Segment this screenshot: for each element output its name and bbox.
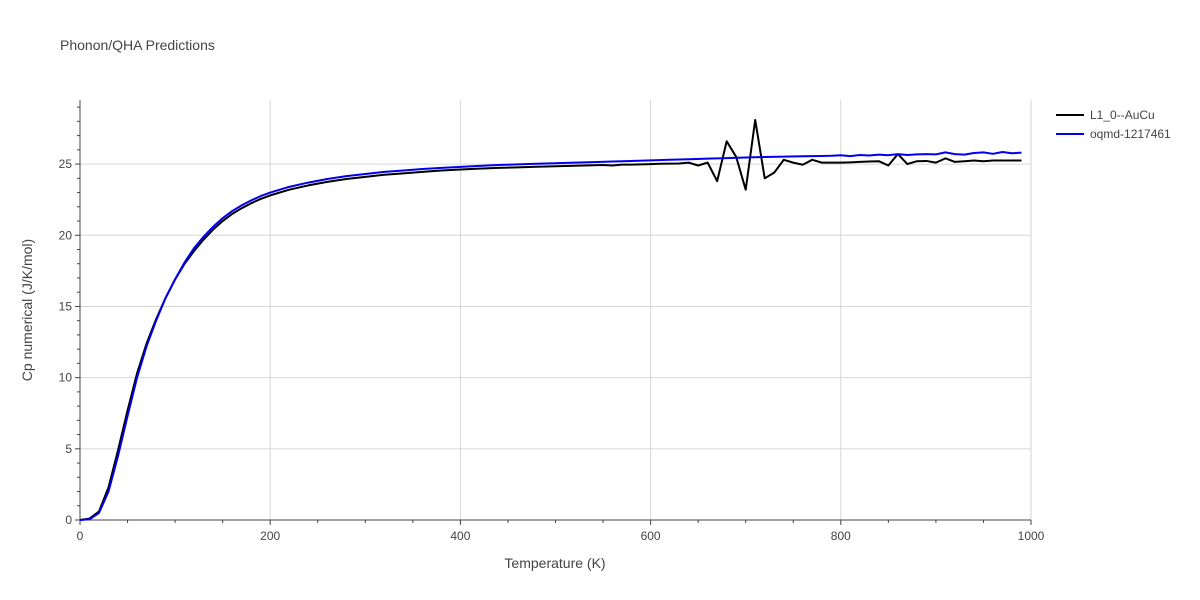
y-tick-label: 10	[59, 371, 73, 385]
x-tick-label: 1000	[1018, 529, 1045, 543]
x-tick-label: 400	[450, 529, 470, 543]
series-line-1	[79, 118, 1022, 521]
x-tick-label: 800	[831, 529, 851, 543]
series-layer	[79, 118, 1022, 521]
y-axis-title: Cp numerical (J/K/mol)	[19, 239, 35, 381]
grid	[80, 100, 1032, 520]
x-tick-label: 200	[260, 529, 280, 543]
series-line-2	[79, 150, 1022, 521]
legend-label: oqmd-1217461	[1090, 127, 1171, 141]
y-tick-label: 20	[59, 228, 73, 242]
y-tick-label: 0	[65, 513, 72, 527]
chart-title: Phonon/QHA Predictions	[60, 37, 215, 53]
y-tick-label: 25	[59, 157, 73, 171]
x-axis-title: Temperature (K)	[504, 555, 605, 571]
legend[interactable]: L1_0--AuCu oqmd-1217461	[1056, 108, 1171, 141]
legend-label: L1_0--AuCu	[1090, 108, 1155, 122]
y-tick-label: 5	[65, 442, 72, 456]
legend-item-2[interactable]: oqmd-1217461	[1056, 127, 1171, 141]
y-tick-label: 15	[59, 299, 73, 313]
legend-item-1[interactable]: L1_0--AuCu	[1056, 108, 1155, 122]
x-tick-label: 600	[641, 529, 661, 543]
x-tick-label: 0	[77, 529, 84, 543]
axes: 0 200 400 600 800 1000 0 5 10 15 20 25	[59, 100, 1045, 543]
